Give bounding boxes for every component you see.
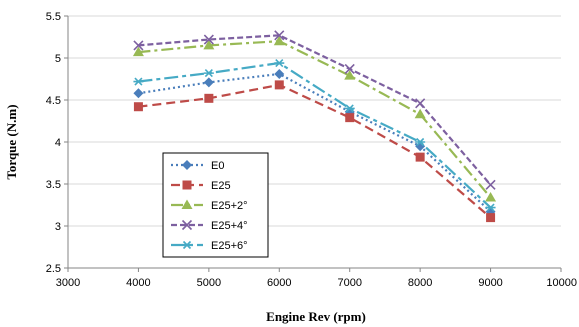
x-tick-label: 6000 (267, 277, 291, 289)
data-point (485, 203, 496, 212)
data-point (485, 179, 496, 190)
data-point (344, 63, 355, 74)
data-point (203, 39, 215, 50)
series-layer (132, 30, 497, 223)
series-line (138, 72, 492, 213)
legend-marker (182, 180, 192, 190)
legend-marker (182, 160, 192, 170)
grid-lines (68, 15, 561, 227)
x-tick-label: 4000 (126, 277, 150, 289)
legend-label: E0 (211, 160, 224, 172)
legend-marker (181, 219, 193, 231)
x-tick-label: 9000 (478, 277, 502, 289)
data-point (274, 68, 285, 79)
data-point (415, 98, 426, 109)
series-line (138, 83, 492, 219)
x-tick-label: 5000 (197, 277, 221, 289)
y-tick-label: 4 (55, 137, 61, 149)
y-tick-label: 5.5 (46, 11, 61, 23)
data-point (344, 70, 356, 80)
legend-marker (181, 199, 193, 209)
data-point (274, 80, 284, 90)
y-tick-label: 2.5 (46, 263, 61, 275)
x-axis-title: Engine Rev (rpm) (266, 309, 366, 324)
tick-labels: 2.5 3 3.5 4 4.5 5 5.5 3000 4000 5000 6000 7000 8000 9… (46, 11, 577, 289)
legend-label: E25 (211, 180, 231, 192)
data-point (133, 77, 144, 86)
y-tick-label: 5 (55, 53, 61, 65)
data-point (415, 152, 425, 162)
data-point (274, 30, 285, 41)
data-point (344, 104, 355, 113)
data-point (132, 46, 144, 57)
x-tick-label: 10000 (546, 277, 577, 289)
data-point (273, 35, 285, 46)
legend-marker (182, 240, 192, 250)
data-point (415, 137, 426, 147)
data-point (133, 102, 143, 112)
data-point (274, 58, 285, 68)
data-point (485, 191, 497, 202)
x-tick-label: 7000 (337, 277, 361, 289)
legend-label: E25+2° (211, 200, 248, 212)
data-point (486, 213, 496, 223)
y-tick-label: 3 (55, 221, 61, 233)
data-point (204, 93, 214, 103)
x-tick-label: 8000 (408, 277, 432, 289)
data-point (133, 88, 144, 99)
axes (64, 15, 562, 272)
y-tick-label: 3.5 (46, 179, 61, 191)
legend: E0 E25 E25+2° E25+4° E25+6° (162, 152, 269, 258)
data-point (203, 69, 214, 78)
data-point (345, 113, 355, 123)
legend-label: E25+6° (211, 240, 248, 252)
legend-label: E25+4° (211, 220, 248, 232)
data-point (414, 108, 426, 119)
x-tick-label: 3000 (56, 277, 80, 289)
y-tick-label: 4.5 (46, 95, 61, 107)
series-line (138, 61, 492, 209)
data-point (133, 40, 144, 51)
data-point (203, 34, 214, 45)
series-line (138, 34, 492, 186)
y-axis-title: Torque (N.m) (4, 104, 19, 179)
data-point (203, 77, 214, 88)
